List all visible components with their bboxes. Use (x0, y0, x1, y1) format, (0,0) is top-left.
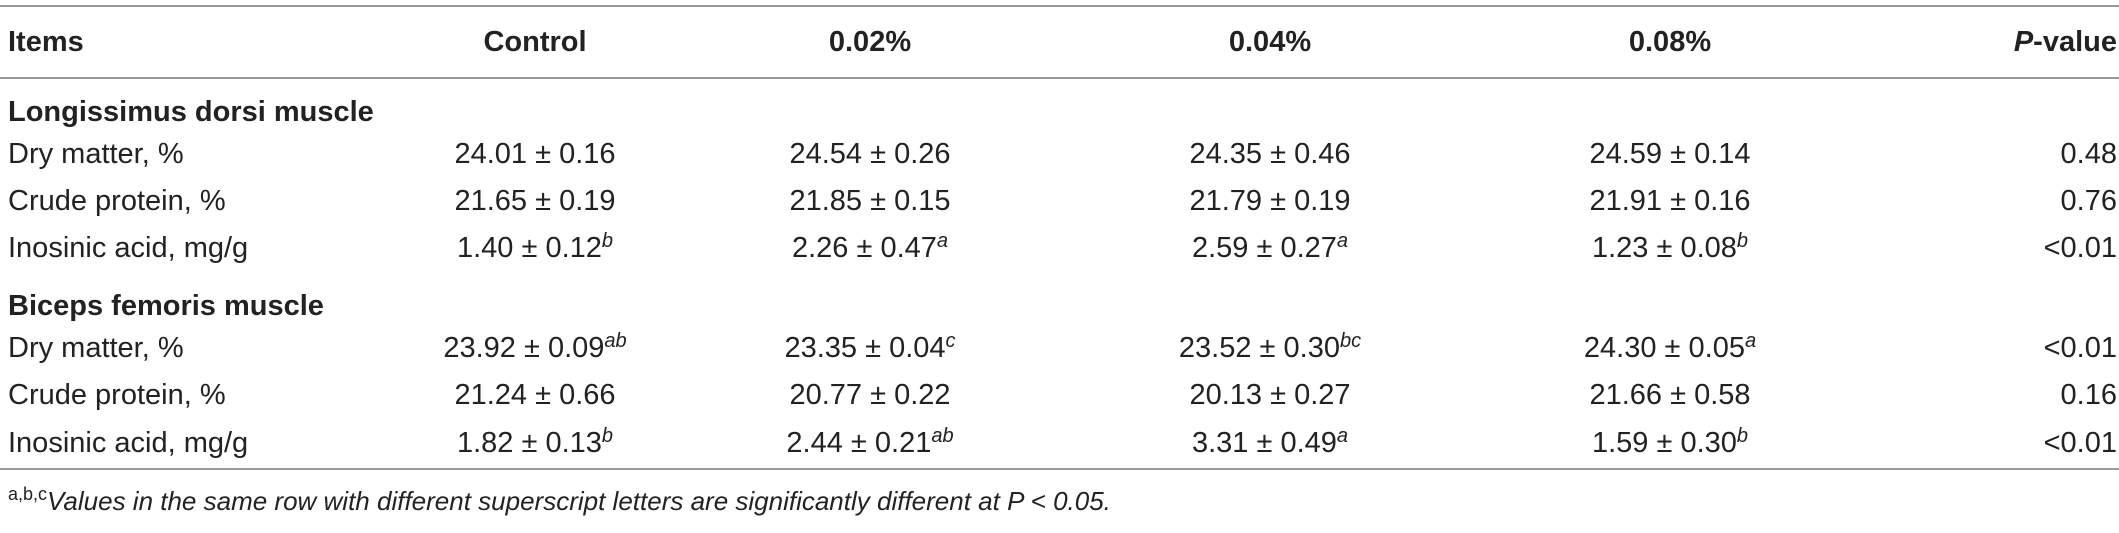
value-text: 21.91 ± 0.16 (1589, 185, 1751, 217)
value-cell: 21.24 ± 0.66 (400, 372, 670, 419)
significance-letter: b (1736, 425, 1749, 447)
section-title: Biceps femoris muscle (8, 290, 324, 322)
header-control: Control (400, 5, 670, 79)
value-cell: 21.85 ± 0.15 (670, 178, 1070, 225)
header-items: Items (0, 5, 400, 79)
significance-letter: a (1336, 425, 1349, 447)
value-text: 23.35 ± 0.04 (784, 332, 946, 364)
footnote-text: Values in the same row with different su… (47, 486, 1111, 516)
header-dose-004: 0.04% (1070, 5, 1470, 79)
value-cell: 24.01 ± 0.16 (400, 131, 670, 178)
p-value-cell: 0.76 (2060, 185, 2117, 217)
p-value-cell: <0.01 (2043, 232, 2117, 264)
value-text: 1.82 ± 0.13 (456, 427, 602, 459)
value-cell: 23.52 ± 0.30bc (1070, 325, 1470, 372)
results-table: Items Control 0.02% 0.04% 0.08% P-value … (0, 5, 2119, 470)
value-cell: 2.59 ± 0.27a (1070, 225, 1470, 272)
value-text: 24.35 ± 0.46 (1189, 138, 1351, 170)
significance-letter: a (936, 230, 949, 252)
value-cell: 2.26 ± 0.47a (670, 225, 1070, 272)
value-cell: 24.35 ± 0.46 (1070, 131, 1470, 178)
value-text: 1.23 ± 0.08 (1591, 232, 1737, 264)
value-cell: 23.92 ± 0.09ab (400, 325, 670, 372)
value-cell: 2.44 ± 0.21ab (670, 419, 1070, 470)
row-label: Crude protein, % (8, 379, 226, 411)
table-row: Crude protein, % 21.24 ± 0.66 20.77 ± 0.22… (0, 372, 2119, 419)
p-value-cell: 0.48 (2060, 138, 2117, 170)
section-row: Biceps femoris muscle (0, 272, 2119, 325)
row-label: Inosinic acid, mg/g (0, 419, 400, 470)
significance-letter: a (1744, 330, 1757, 352)
value-text: 3.31 ± 0.49 (1191, 427, 1337, 459)
value-text: 24.59 ± 0.14 (1589, 138, 1751, 170)
value-cell: 21.65 ± 0.19 (400, 178, 670, 225)
value-cell: 21.66 ± 0.58 (1470, 372, 1870, 419)
row-label: Dry matter, % (8, 138, 184, 170)
value-cell: 1.23 ± 0.08b (1470, 225, 1870, 272)
value-cell: 24.54 ± 0.26 (670, 131, 1070, 178)
value-text: 21.85 ± 0.15 (789, 185, 951, 217)
header-p-value: P-value (1870, 5, 2119, 79)
value-text: 1.59 ± 0.30 (1591, 427, 1737, 459)
significance-letter: b (601, 425, 614, 447)
significance-letter: bc (1339, 330, 1362, 352)
footnote-marks: a,b,c (8, 484, 48, 504)
p-value-cell: <0.01 (1870, 419, 2119, 470)
value-cell: 24.30 ± 0.05a (1470, 325, 1870, 372)
section-title: Longissimus dorsi muscle (8, 96, 374, 128)
significance-letter: b (601, 230, 614, 252)
value-text: 20.77 ± 0.22 (789, 379, 951, 411)
value-cell: 1.40 ± 0.12b (400, 225, 670, 272)
table-row: Crude protein, % 21.65 ± 0.19 21.85 ± 0.15… (0, 178, 2119, 225)
table-row: Inosinic acid, mg/g 1.82 ± 0.13b 2.44 ± 0.… (0, 419, 2119, 470)
value-text: 2.26 ± 0.47 (791, 232, 937, 264)
row-label: Crude protein, % (8, 185, 226, 217)
significance-letter: ab (604, 330, 627, 352)
value-cell: 3.31 ± 0.49a (1070, 419, 1470, 470)
header-dose-002: 0.02% (670, 5, 1070, 79)
value-cell: 24.59 ± 0.14 (1470, 131, 1870, 178)
table-row: Inosinic acid, mg/g 1.40 ± 0.12b 2.26 ± 0.… (0, 225, 2119, 272)
value-text: 23.92 ± 0.09 (443, 332, 605, 364)
header-row: Items Control 0.02% 0.04% 0.08% P-value (0, 5, 2119, 79)
significance-letter: ab (931, 425, 954, 447)
header-dose-008: 0.08% (1470, 5, 1870, 79)
value-text: 2.44 ± 0.21 (786, 427, 932, 459)
value-text: 21.24 ± 0.66 (454, 379, 616, 411)
significance-letter: b (1736, 230, 1749, 252)
significance-letter: c (945, 330, 956, 352)
value-text: 2.59 ± 0.27 (1191, 232, 1337, 264)
value-cell: 20.13 ± 0.27 (1070, 372, 1470, 419)
value-cell: 21.79 ± 0.19 (1070, 178, 1470, 225)
value-cell: 1.82 ± 0.13b (400, 419, 670, 470)
value-text: 21.65 ± 0.19 (454, 185, 616, 217)
section-row: Longissimus dorsi muscle (0, 78, 2119, 131)
value-cell: 23.35 ± 0.04c (670, 325, 1070, 372)
value-text: 1.40 ± 0.12 (456, 232, 602, 264)
value-text: 21.79 ± 0.19 (1189, 185, 1351, 217)
row-label: Dry matter, % (8, 332, 184, 364)
row-label: Inosinic acid, mg/g (8, 232, 249, 264)
value-text: 24.01 ± 0.16 (454, 138, 616, 170)
value-text: 20.13 ± 0.27 (1189, 379, 1351, 411)
table-row: Dry matter, % 24.01 ± 0.16 24.54 ± 0.26 24.… (0, 131, 2119, 178)
table-row: Dry matter, % 23.92 ± 0.09ab 23.35 ± 0.04c… (0, 325, 2119, 372)
table-footnote: a,b,cValues in the same row with differe… (8, 484, 1111, 517)
value-text: 24.30 ± 0.05 (1583, 332, 1745, 364)
p-value-cell: <0.01 (2043, 332, 2117, 364)
significance-letter: a (1336, 230, 1349, 252)
header-p-letter: P (2013, 25, 2034, 58)
table-header: Items Control 0.02% 0.04% 0.08% P-value (0, 5, 2119, 79)
value-text: 24.54 ± 0.26 (789, 138, 951, 170)
value-cell: 20.77 ± 0.22 (670, 372, 1070, 419)
value-cell: 1.59 ± 0.30b (1470, 419, 1870, 470)
value-text: 21.66 ± 0.58 (1589, 379, 1751, 411)
header-p-suffix: -value (2033, 25, 2117, 58)
table-body: Longissimus dorsi muscle Dry matter, % 24.… (0, 78, 2119, 470)
value-text: 23.52 ± 0.30 (1178, 332, 1340, 364)
p-value-cell: 0.16 (2060, 379, 2117, 411)
value-cell: 21.91 ± 0.16 (1470, 178, 1870, 225)
